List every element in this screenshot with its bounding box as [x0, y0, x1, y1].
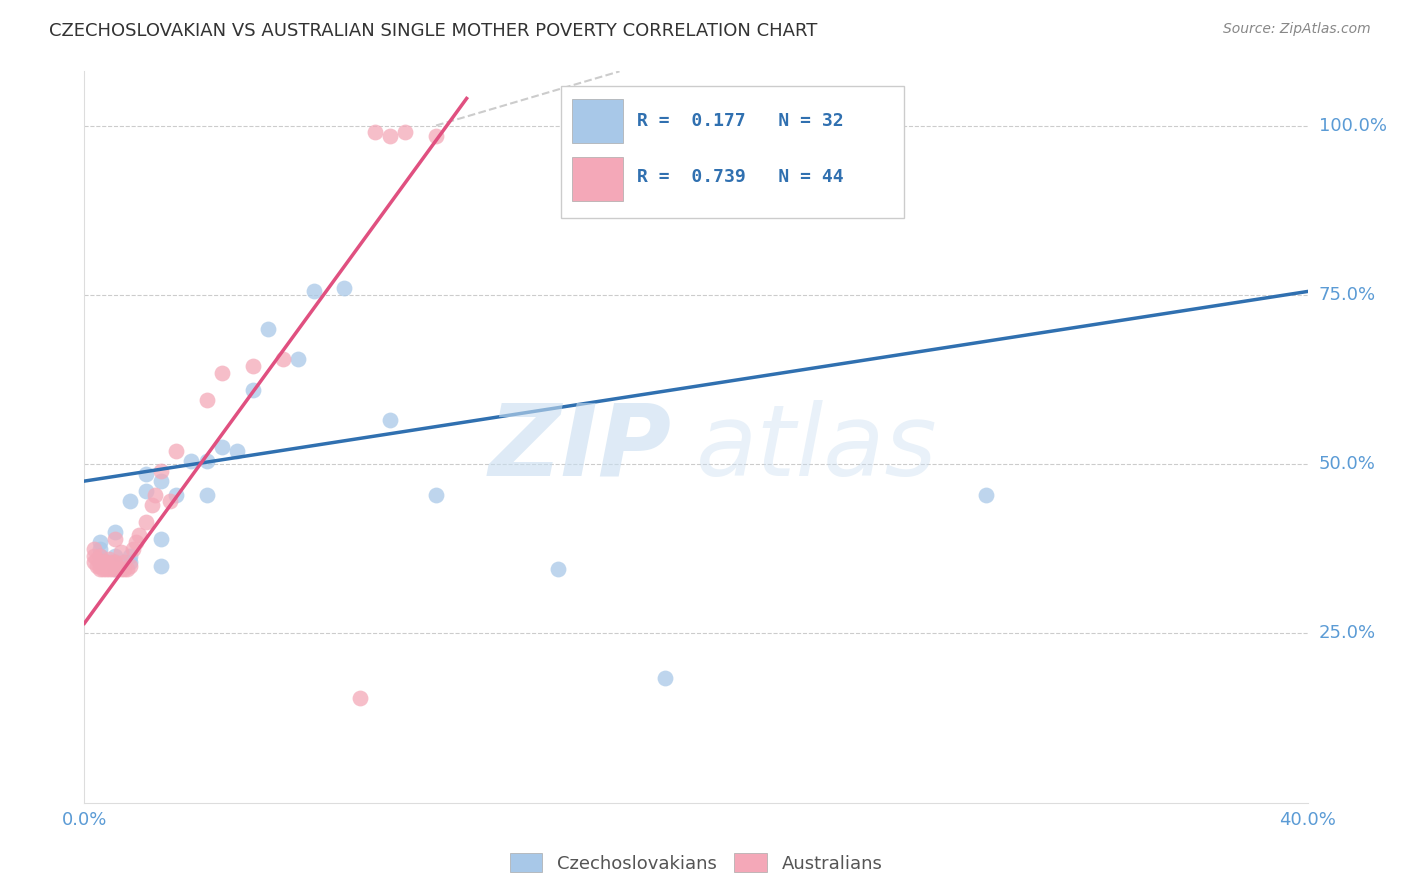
- Point: [104, 549, 127, 563]
- Point: [135, 515, 157, 529]
- Point: [143, 488, 166, 502]
- Point: [89, 535, 111, 549]
- Point: [425, 488, 447, 502]
- Point: [654, 671, 676, 685]
- Point: [149, 464, 172, 478]
- Point: [128, 528, 150, 542]
- Point: [226, 443, 249, 458]
- Point: [86, 558, 108, 573]
- Point: [122, 541, 145, 556]
- Point: [141, 498, 163, 512]
- Point: [94, 562, 117, 576]
- Point: [89, 549, 111, 563]
- Point: [349, 690, 371, 705]
- Point: [380, 128, 402, 143]
- Point: [120, 558, 142, 573]
- Point: [302, 285, 325, 299]
- Point: [89, 555, 111, 569]
- Point: [242, 359, 264, 373]
- Point: [333, 281, 356, 295]
- Point: [104, 562, 127, 576]
- Point: [135, 484, 157, 499]
- Point: [97, 562, 120, 576]
- Point: [380, 413, 402, 427]
- Point: [104, 562, 127, 576]
- Point: [110, 545, 132, 559]
- Text: CZECHOSLOVAKIAN VS AUSTRALIAN SINGLE MOTHER POVERTY CORRELATION CHART: CZECHOSLOVAKIAN VS AUSTRALIAN SINGLE MOT…: [49, 22, 817, 40]
- Point: [91, 555, 114, 569]
- Point: [104, 532, 127, 546]
- Point: [104, 555, 127, 569]
- Point: [149, 474, 172, 488]
- Point: [89, 562, 111, 576]
- Point: [83, 555, 105, 569]
- Legend: Czechoslovakians, Australians: Czechoslovakians, Australians: [501, 844, 891, 881]
- Point: [195, 392, 218, 407]
- Point: [211, 366, 233, 380]
- Point: [165, 443, 187, 458]
- Point: [159, 494, 181, 508]
- Point: [83, 549, 105, 563]
- Point: [425, 128, 447, 143]
- Point: [149, 558, 172, 573]
- Point: [120, 494, 142, 508]
- Point: [89, 541, 111, 556]
- Point: [83, 541, 105, 556]
- Point: [547, 562, 569, 576]
- Point: [165, 488, 187, 502]
- Point: [104, 524, 127, 539]
- Point: [89, 555, 111, 569]
- Text: 25.0%: 25.0%: [1319, 624, 1376, 642]
- Point: [149, 532, 172, 546]
- Point: [976, 488, 998, 502]
- Point: [91, 562, 114, 576]
- Point: [101, 562, 124, 576]
- Text: ZIP: ZIP: [488, 400, 672, 497]
- Point: [97, 552, 120, 566]
- Point: [364, 125, 387, 139]
- Point: [101, 555, 124, 569]
- Point: [89, 558, 111, 573]
- Point: [86, 552, 108, 566]
- Point: [89, 549, 111, 563]
- Point: [104, 555, 127, 569]
- Text: atlas: atlas: [696, 400, 938, 497]
- Point: [195, 454, 218, 468]
- Point: [394, 125, 416, 139]
- Point: [110, 562, 132, 576]
- Point: [257, 322, 280, 336]
- Point: [180, 454, 202, 468]
- Point: [287, 352, 309, 367]
- Point: [115, 562, 138, 576]
- Text: Source: ZipAtlas.com: Source: ZipAtlas.com: [1223, 22, 1371, 37]
- Text: 50.0%: 50.0%: [1319, 455, 1375, 473]
- Point: [195, 488, 218, 502]
- Point: [211, 440, 233, 454]
- Point: [94, 555, 117, 569]
- Point: [120, 549, 142, 563]
- Point: [125, 535, 148, 549]
- Point: [120, 555, 142, 569]
- Text: 100.0%: 100.0%: [1319, 117, 1386, 135]
- Point: [112, 555, 135, 569]
- Point: [112, 562, 135, 576]
- Point: [271, 352, 294, 367]
- Point: [242, 383, 264, 397]
- Text: 75.0%: 75.0%: [1319, 285, 1376, 304]
- Point: [135, 467, 157, 482]
